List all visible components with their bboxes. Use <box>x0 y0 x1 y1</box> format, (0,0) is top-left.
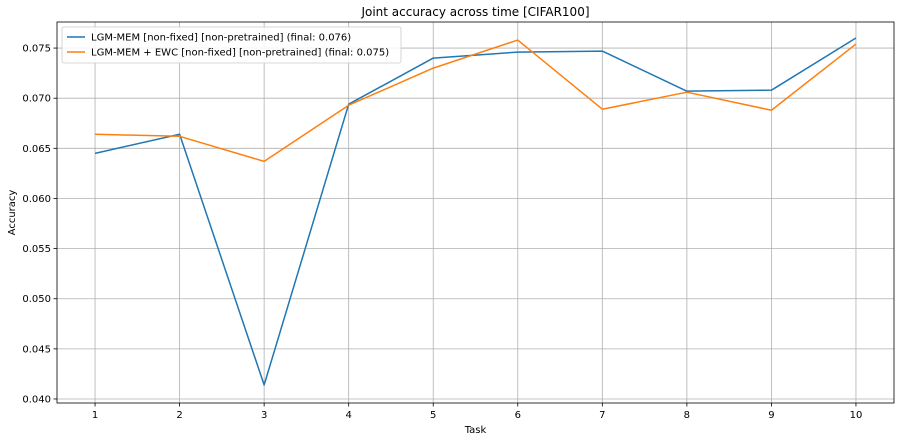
x-tick-label: 10 <box>850 410 863 421</box>
y-tick-label: 0.055 <box>22 244 51 255</box>
legend-label-1: LGM-MEM [non-fixed] [non-pretrained] (fi… <box>91 33 351 44</box>
y-tick-label: 0.060 <box>22 194 51 205</box>
legend: LGM-MEM [non-fixed] [non-pretrained] (fi… <box>61 26 402 64</box>
chart-title: Joint accuracy across time [CIFAR100] <box>360 5 589 19</box>
x-tick-label: 7 <box>599 410 605 421</box>
series-line-2 <box>95 39 857 163</box>
x-tick-label: 1 <box>92 410 98 421</box>
x-tick-label: 4 <box>345 410 351 421</box>
x-tick-label: 9 <box>768 410 774 421</box>
y-tick-label: 0.075 <box>22 44 51 55</box>
y-tick-label: 0.065 <box>22 144 51 155</box>
legend-box <box>61 26 402 64</box>
gridlines <box>57 22 894 403</box>
y-tick-label: 0.050 <box>22 294 51 305</box>
y-axis-label: Accuracy <box>7 190 18 236</box>
x-tick-label: 5 <box>430 410 436 421</box>
x-tick-label: 2 <box>176 410 182 421</box>
y-tick-label: 0.070 <box>22 94 51 105</box>
y-axis-ticks: 0.040 0.045 0.050 0.055 0.060 0.065 0.070 0.075 <box>22 44 57 405</box>
x-tick-label: 3 <box>261 410 267 421</box>
x-axis-label: Task <box>464 425 487 436</box>
series-lines <box>94 37 857 386</box>
x-axis-ticks: 1 2 3 4 5 6 7 8 9 10 <box>92 403 862 421</box>
plot-frame <box>56 21 895 404</box>
x-tick-label: 8 <box>684 410 690 421</box>
y-tick-label: 0.045 <box>22 344 51 355</box>
legend-label-2: LGM-MEM + EWC [non-fixed] [non-pretraine… <box>91 48 389 59</box>
y-tick-label: 0.040 <box>22 394 51 405</box>
x-tick-label: 6 <box>515 410 521 421</box>
series-line-1 <box>94 37 857 386</box>
